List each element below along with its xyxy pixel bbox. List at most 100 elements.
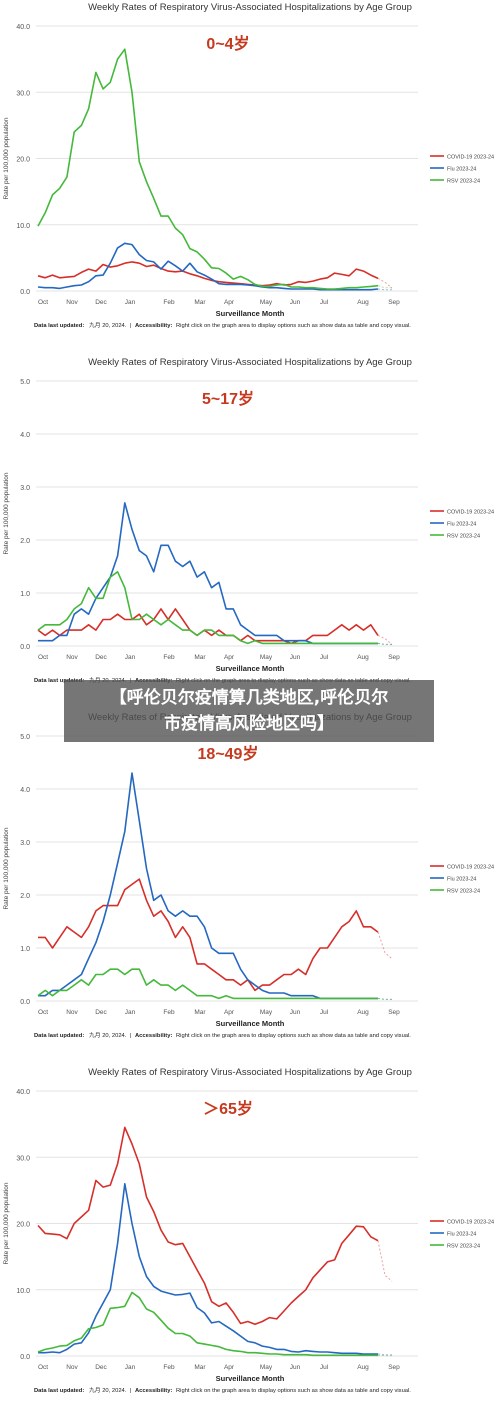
series-line-1 [38,772,378,1000]
x-tick-label: May [260,1364,273,1371]
legend-label-0: COVID-19 2023-24 [447,864,494,870]
chart-title: Weekly Rates of Respiratory Virus-Associ… [88,357,412,368]
series-projection-0 [377,634,393,645]
x-tick-label: Feb [163,299,175,306]
chart-title: Weekly Rates of Respiratory Virus-Associ… [88,2,412,13]
x-tick-label: Jun [290,1364,301,1371]
y-tick-label: 5.0 [20,734,30,741]
y-tick-label: 40.0 [16,1089,30,1096]
footer-separator: | [130,1033,132,1039]
x-tick-label: Jun [290,299,301,306]
y-tick-label: 2.0 [20,538,30,545]
x-tick-label: Feb [163,1364,175,1371]
x-tick-label: Aug [357,1364,369,1371]
footer-accessibility-label: Accessibility: [135,1388,172,1394]
x-axis-title: Surveillance Month [216,1019,285,1028]
y-tick-label: 0.0 [20,1354,30,1361]
x-tick-label: Aug [357,654,369,661]
x-tick-label: Jan [125,654,136,661]
series-line-1 [38,502,378,645]
y-tick-label: 4.0 [20,432,30,439]
series-line-0 [37,261,379,287]
legend-label-0: COVID-19 2023-24 [447,509,494,515]
series-line-1 [38,1183,378,1355]
x-tick-label: Jul [320,299,329,306]
y-tick-label: 3.0 [20,840,30,847]
series-projection-2 [377,285,392,289]
x-axis-title: Surveillance Month [216,1374,285,1383]
y-axis-title: Rate per 100,000 population [3,827,10,909]
series-line-1 [37,242,379,291]
x-tick-label: Sep [388,299,400,306]
x-tick-label: Sep [388,1364,400,1371]
legend-label-1: Flu 2023-24 [447,1231,476,1237]
x-tick-label: May [260,654,273,661]
x-tick-label: Apr [224,654,235,661]
article-title-banner: 【呼伦贝尔疫情算几类地区,呼伦贝尔 市疫情高风险地区吗】 [64,680,434,742]
x-tick-label: Jul [320,1364,329,1371]
x-tick-label: Mar [194,1364,206,1371]
y-tick-label: 10.0 [16,1288,30,1295]
y-tick-label: 20.0 [16,1222,30,1229]
x-tick-label: Sep [388,1009,400,1016]
legend-label-2: RSV 2023-24 [447,533,480,539]
series-projection-1 [377,642,392,645]
x-tick-label: Oct [38,299,48,306]
footer-text: Right click on the graph area to display… [176,323,411,329]
footer-accessibility-label: Accessibility: [135,323,172,329]
footer-date: 九月 20, 2024. [89,321,127,329]
legend-label-2: RSV 2023-24 [447,888,480,894]
series-line-2 [37,570,378,645]
x-tick-label: Oct [38,1009,48,1016]
series-projection-1 [377,997,392,1000]
footer-accessibility-label: Accessibility: [135,1033,172,1039]
y-tick-label: 3.0 [20,485,30,492]
x-tick-label: May [260,299,273,306]
x-tick-label: Jan [125,299,136,306]
x-tick-label: Mar [194,1009,206,1016]
legend-label-2: RSV 2023-24 [447,1243,480,1249]
x-tick-label: Sep [388,654,400,661]
series-projection-1 [377,288,392,291]
series-projection-0 [377,931,393,960]
chart-subtitle: 5~17岁 [202,389,254,408]
y-axis-title: Rate per 100,000 population [3,117,10,199]
x-tick-label: Jan [125,1009,136,1016]
y-tick-label: 4.0 [20,787,30,794]
legend-label-1: Flu 2023-24 [447,521,476,527]
chart-subtitle: 0~4岁 [206,34,249,53]
series-line-0 [37,608,379,645]
y-axis-title: Rate per 100,000 population [3,1182,10,1264]
footer-label: Data last updated: [34,1388,84,1394]
series-projection-0 [377,277,393,289]
x-tick-label: Jul [320,654,329,661]
x-tick-label: Nov [66,1009,78,1016]
x-tick-label: Aug [357,299,369,306]
y-tick-label: 40.0 [16,24,30,31]
x-tick-label: Apr [224,299,235,306]
x-tick-label: Nov [66,1364,78,1371]
legend-label-0: COVID-19 2023-24 [447,1219,494,1225]
x-tick-label: Nov [66,654,78,661]
x-tick-label: Mar [194,299,206,306]
y-axis-title: Rate per 100,000 population [3,472,10,554]
footer-label: Data last updated: [34,1033,84,1039]
series-line-0 [38,878,379,992]
banner-line-2: 市疫情高风险地区吗】 [164,714,334,734]
x-tick-label: Apr [224,1009,235,1016]
x-tick-label: Apr [224,1364,235,1371]
footer-text: Right click on the graph area to display… [176,1033,411,1039]
footer-text: Right click on the graph area to display… [176,1388,411,1394]
x-tick-label: Jun [290,654,301,661]
y-tick-label: 30.0 [16,1155,30,1162]
legend-label-0: COVID-19 2023-24 [447,154,494,160]
y-tick-label: 30.0 [16,90,30,97]
x-tick-label: Feb [163,654,175,661]
x-tick-label: May [260,1009,273,1016]
y-tick-label: 0.0 [20,644,30,651]
footer-separator: | [130,1388,132,1394]
y-tick-label: 2.0 [20,893,30,900]
y-tick-label: 1.0 [20,591,30,598]
y-tick-label: 10.0 [16,223,30,230]
x-tick-label: Nov [66,299,78,306]
